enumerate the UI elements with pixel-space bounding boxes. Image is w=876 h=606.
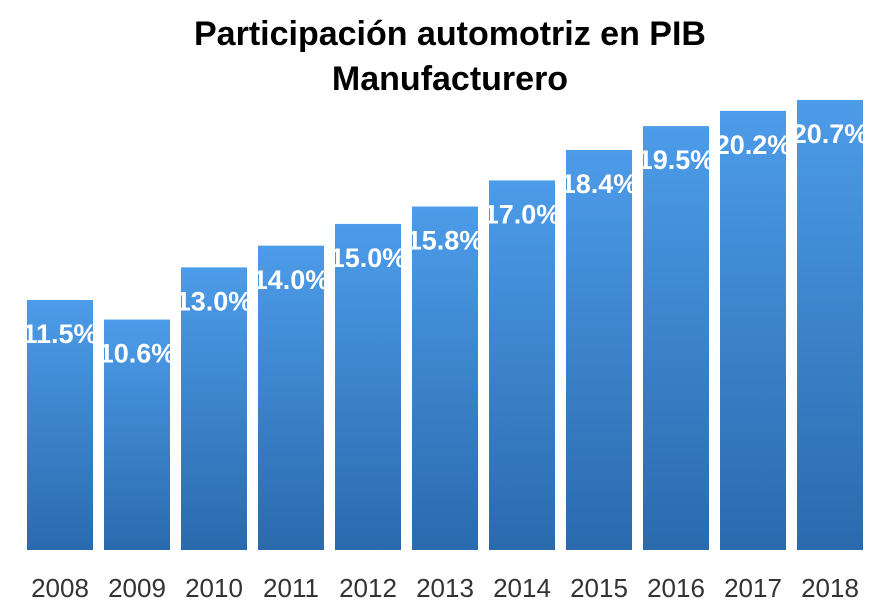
bar (412, 206, 478, 551)
data-label: 20.7% (792, 119, 869, 149)
bar (566, 150, 632, 550)
bar (797, 100, 863, 550)
bar (489, 180, 555, 550)
x-tick-label: 2018 (801, 573, 859, 603)
data-label: 20.2% (715, 130, 792, 160)
data-label: 14.0% (253, 265, 330, 295)
bar (720, 110, 786, 550)
x-tick-label: 2017 (724, 573, 782, 603)
data-label: 17.0% (484, 200, 561, 230)
bar (27, 300, 93, 550)
x-tick-label: 2014 (493, 573, 551, 603)
chart-title: Participación automotriz en PIB Manufact… (194, 15, 706, 98)
x-tick-label: 2015 (570, 573, 628, 603)
data-label: 15.8% (407, 226, 484, 256)
x-tick-label: 2008 (31, 573, 89, 603)
data-label: 18.4% (561, 169, 638, 199)
x-tick-label: 2013 (416, 573, 474, 603)
data-label: 10.6% (99, 339, 176, 369)
bar (258, 245, 324, 551)
bar (104, 319, 170, 550)
bar (181, 267, 247, 550)
data-label: 13.0% (176, 287, 253, 317)
bar (335, 223, 401, 551)
data-label: 11.5% (22, 319, 97, 349)
data-label: 15.0% (330, 243, 407, 273)
x-tick-label: 2016 (647, 573, 705, 603)
x-tick-label: 2012 (339, 573, 397, 603)
x-tick-label: 2010 (185, 573, 243, 603)
x-tick-label: 2009 (108, 573, 166, 603)
bar (643, 126, 709, 550)
x-tick-label: 2011 (263, 573, 319, 603)
data-label: 19.5% (638, 145, 715, 175)
